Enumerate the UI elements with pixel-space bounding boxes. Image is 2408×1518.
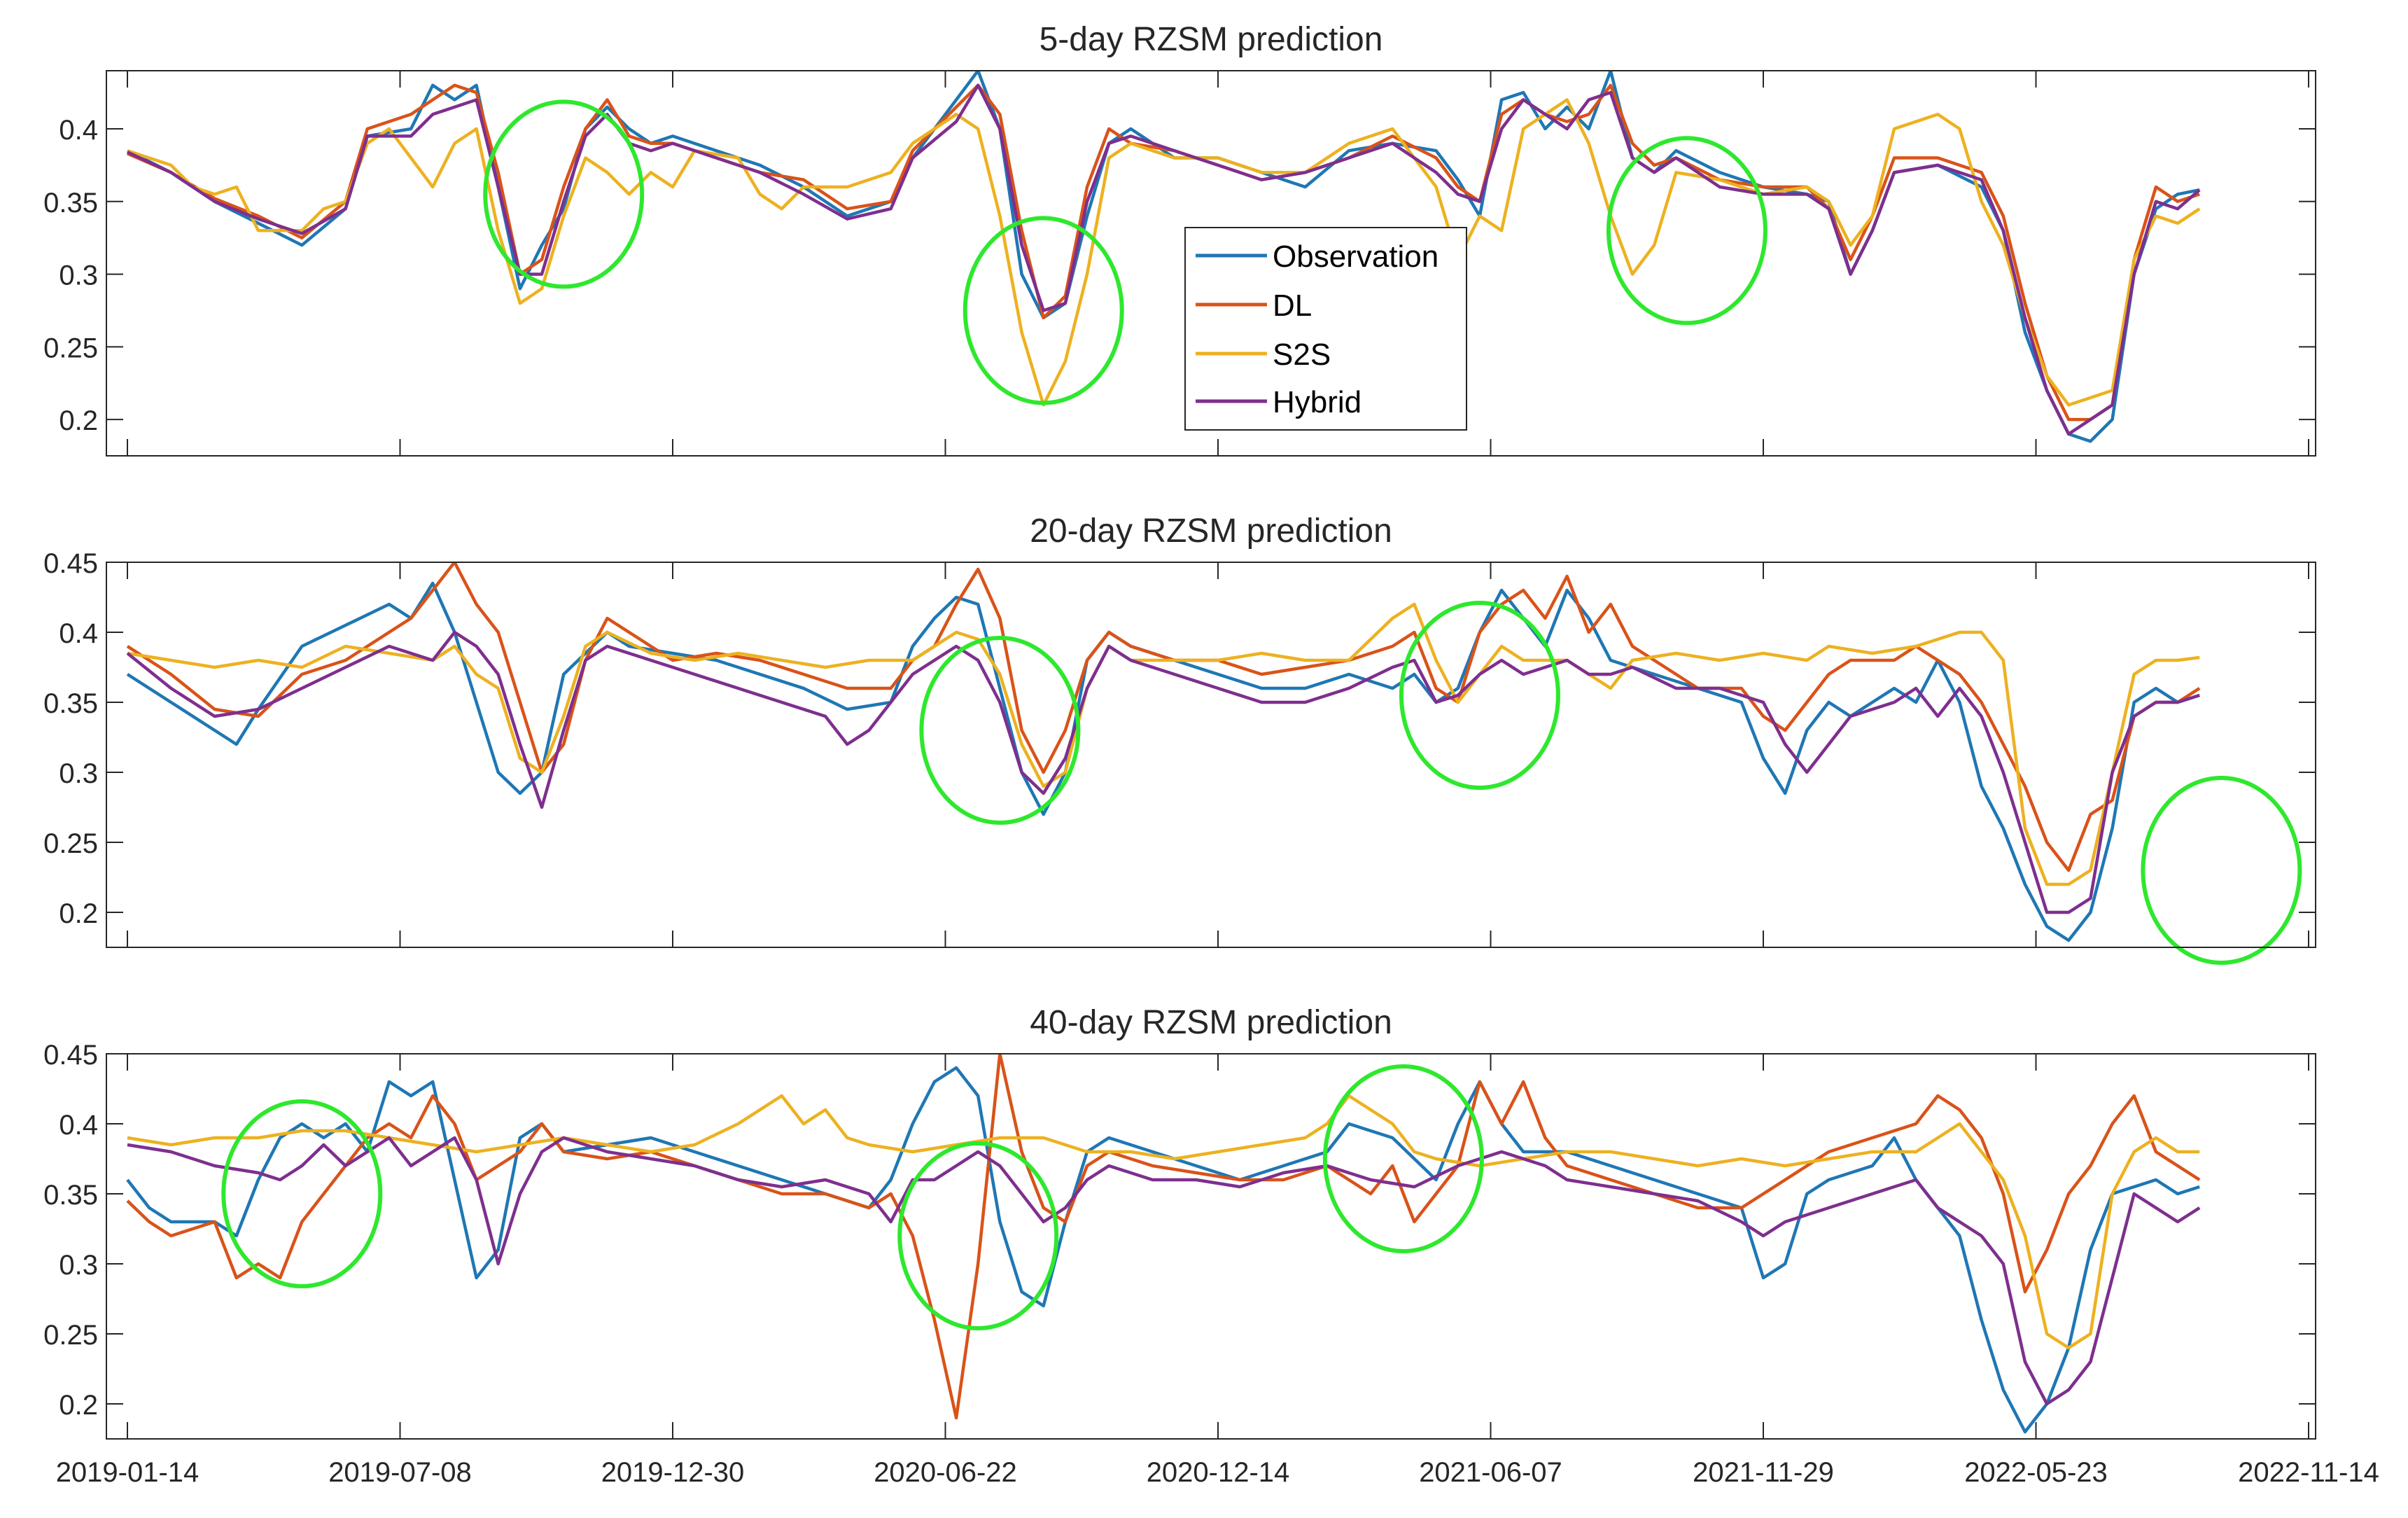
legend-label-hybrid: Hybrid xyxy=(1273,385,1362,419)
y-axis-ticks: 0.2 0.25 0.3 0.35 0.4 0.45 xyxy=(43,548,2316,929)
y-tick-label: 0.2 xyxy=(59,1390,98,1421)
y-tick-label: 0.4 xyxy=(59,115,98,146)
x-axis-tick-labels: 2019-01-14 2019-07-08 2019-12-30 2020-06-22… xyxy=(56,1457,2379,1488)
series-line-dl xyxy=(126,562,2201,872)
y-tick-label: 0.4 xyxy=(59,1110,98,1141)
highlight-circles xyxy=(221,1064,1484,1330)
panel-title: 40-day RZSM prediction xyxy=(1030,1004,1392,1041)
panel-5-day: 5-day RZSM prediction 0.20.250.30.350.4 … xyxy=(43,21,2316,457)
x-tick-label: 2021-06-07 xyxy=(1419,1457,1562,1488)
series-line-hybrid xyxy=(126,630,2200,914)
x-tick-label: 2020-06-22 xyxy=(874,1457,1017,1488)
panel-20-day: 20-day RZSM prediction 0.2 0.25 0.3 0.35 0.4… xyxy=(43,513,2316,965)
plot-area xyxy=(126,71,2201,443)
highlight-circle xyxy=(897,1141,1059,1330)
y-axis-ticks: 0.2 0.25 0.3 0.35 0.4 xyxy=(43,115,2316,436)
series-line-hybrid xyxy=(127,1136,2201,1406)
panel-title: 5-day RZSM prediction xyxy=(1040,21,1383,58)
highlight-circle xyxy=(1606,136,1768,326)
highlight-circles xyxy=(483,99,1768,405)
legend-label-s2s: S2S xyxy=(1273,337,1331,372)
y-tick-label: 0.3 xyxy=(59,1250,98,1281)
highlight-circle xyxy=(483,99,645,289)
axes-frame xyxy=(106,70,2316,457)
y-tick-label: 0.45 xyxy=(43,548,98,579)
plot-area xyxy=(126,1054,2201,1434)
x-tick-label: 2019-01-14 xyxy=(56,1457,200,1488)
series-line-s2s xyxy=(127,98,2201,407)
y-tick-label: 0.3 xyxy=(59,758,98,789)
series-line-observation xyxy=(126,1066,2200,1434)
highlight-circle xyxy=(962,216,1124,405)
x-tick-label: 2019-07-08 xyxy=(328,1457,472,1488)
highlight-circles xyxy=(919,601,2302,965)
x-tick-label: 2021-11-29 xyxy=(1693,1457,1834,1488)
highlight-circle xyxy=(2141,776,2302,965)
legend-label-dl: DL xyxy=(1273,288,1312,323)
y-tick-label: 0.45 xyxy=(43,1040,98,1071)
series-line-s2s xyxy=(127,1094,2200,1350)
series-line-observation xyxy=(126,581,2200,942)
y-tick-label: 0.25 xyxy=(43,1320,98,1351)
x-axis-ticks xyxy=(127,1054,2309,1439)
y-tick-label: 0.35 xyxy=(43,688,98,719)
x-tick-label: 2019-12-30 xyxy=(601,1457,745,1488)
x-tick-label: 2022-11-14 xyxy=(2238,1457,2379,1488)
x-axis-ticks xyxy=(127,71,2309,456)
y-tick-label: 0.3 xyxy=(59,260,98,291)
x-tick-label: 2020-12-14 xyxy=(1147,1457,1290,1488)
highlight-circle xyxy=(1399,601,1560,790)
panel-title: 20-day RZSM prediction xyxy=(1030,513,1392,550)
axes-frame xyxy=(106,1053,2316,1440)
highlight-circle xyxy=(1322,1064,1484,1253)
y-tick-label: 0.4 xyxy=(59,618,98,649)
legend-label-observation: Observation xyxy=(1273,239,1438,274)
y-tick-label: 0.2 xyxy=(59,898,98,929)
x-axis-ticks xyxy=(127,562,2309,947)
y-tick-label: 0.2 xyxy=(59,405,98,436)
panel-40-day: 40-day RZSM prediction 0.2 0.25 0.3 0.35 0.4… xyxy=(43,1004,2316,1440)
series-line-dl xyxy=(126,1054,2201,1420)
x-tick-label: 2022-05-23 xyxy=(1964,1457,2108,1488)
y-tick-label: 0.25 xyxy=(43,333,98,363)
y-tick-label: 0.35 xyxy=(43,188,98,218)
axes-frame xyxy=(106,562,2316,948)
legend-box xyxy=(1184,227,1467,431)
highlight-circle xyxy=(221,1099,383,1288)
y-tick-label: 0.25 xyxy=(43,828,98,859)
legend: Observation DL S2S Hybrid xyxy=(1184,227,1467,431)
y-tick-label: 0.35 xyxy=(43,1180,98,1211)
series-line-hybrid xyxy=(127,83,2201,436)
highlight-circle xyxy=(919,636,1081,825)
y-axis-ticks: 0.2 0.25 0.3 0.35 0.4 0.45 xyxy=(43,1040,2316,1421)
plot-area xyxy=(126,562,2201,942)
